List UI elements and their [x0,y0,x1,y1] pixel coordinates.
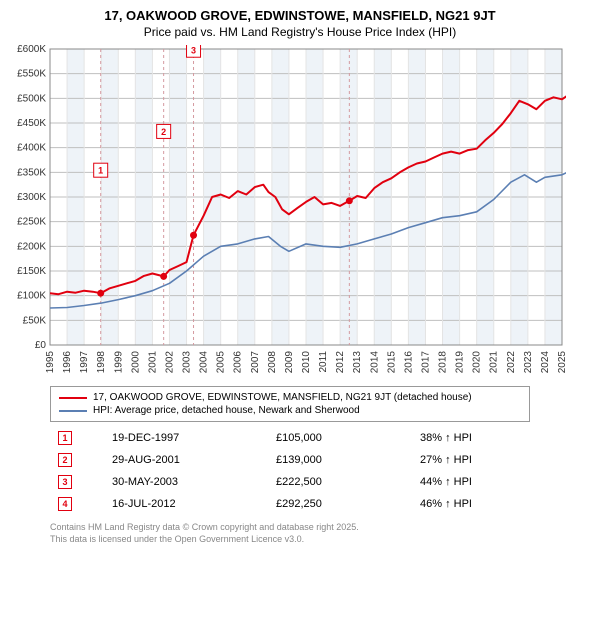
svg-text:2012: 2012 [335,351,346,374]
svg-text:1998: 1998 [96,351,107,374]
svg-text:2024: 2024 [540,351,551,374]
legend-label: 17, OAKWOOD GROVE, EDWINSTOWE, MANSFIELD… [93,392,472,403]
svg-text:2018: 2018 [438,351,449,374]
sale-marker-badge: 2 [58,453,72,467]
svg-text:1: 1 [98,166,103,176]
svg-text:2020: 2020 [472,351,483,374]
svg-text:2010: 2010 [301,351,312,374]
svg-text:2019: 2019 [455,351,466,374]
sale-marker-badge: 3 [58,475,72,489]
svg-text:1999: 1999 [113,351,124,374]
sales-row: 3 30-MAY-2003£222,50044% ↑ HPI [52,472,528,492]
svg-text:2023: 2023 [523,351,534,374]
svg-text:2025: 2025 [557,351,566,374]
sales-row: 4 16-JUL-2012£292,25046% ↑ HPI [52,494,528,514]
sales-table: 1 19-DEC-1997£105,00038% ↑ HPI 2 29-AUG-200… [50,426,530,516]
sale-price: £292,250 [270,494,412,514]
svg-text:2014: 2014 [369,351,380,374]
svg-text:2001: 2001 [147,351,158,374]
svg-text:2021: 2021 [489,351,500,374]
sale-price: £222,500 [270,472,412,492]
svg-text:2015: 2015 [386,351,397,374]
sale-date: 30-MAY-2003 [106,472,268,492]
svg-text:£50K: £50K [23,315,47,326]
legend: 17, OAKWOOD GROVE, EDWINSTOWE, MANSFIELD… [50,386,530,422]
svg-text:2013: 2013 [352,351,363,374]
svg-text:2016: 2016 [403,351,414,374]
footer-line2: This data is licensed under the Open Gov… [50,534,594,546]
svg-text:£500K: £500K [17,93,46,104]
sales-row: 1 19-DEC-1997£105,00038% ↑ HPI [52,428,528,448]
svg-text:£250K: £250K [17,217,46,228]
svg-text:3: 3 [191,46,196,56]
svg-text:2000: 2000 [130,351,141,374]
sale-delta: 44% ↑ HPI [414,472,528,492]
sale-delta: 46% ↑ HPI [414,494,528,514]
sale-date: 16-JUL-2012 [106,494,268,514]
svg-text:2: 2 [161,127,166,137]
svg-text:£350K: £350K [17,167,46,178]
legend-swatch [59,410,87,412]
svg-text:2007: 2007 [250,351,261,374]
svg-text:£300K: £300K [17,192,46,203]
svg-text:2005: 2005 [216,351,227,374]
footer-line1: Contains HM Land Registry data © Crown c… [50,522,594,534]
sale-date: 19-DEC-1997 [106,428,268,448]
svg-text:£600K: £600K [17,45,46,55]
svg-text:1997: 1997 [79,351,90,374]
svg-text:2003: 2003 [182,351,193,374]
sale-marker-badge: 4 [58,497,72,511]
svg-text:2009: 2009 [284,351,295,374]
svg-text:2022: 2022 [506,351,517,374]
chart-plot: £0 £50K £100K £150K £200K £250K £300K £350K £400… [6,45,594,380]
svg-text:2011: 2011 [318,351,329,373]
footer-attribution: Contains HM Land Registry data © Crown c… [50,522,594,545]
sales-row: 2 29-AUG-2001£139,00027% ↑ HPI [52,450,528,470]
sale-delta: 27% ↑ HPI [414,450,528,470]
svg-text:2008: 2008 [267,351,278,374]
legend-swatch [59,397,87,399]
sale-date: 29-AUG-2001 [106,450,268,470]
sale-price: £105,000 [270,428,412,448]
legend-item: 17, OAKWOOD GROVE, EDWINSTOWE, MANSFIELD… [59,391,521,404]
svg-text:£150K: £150K [17,266,46,277]
sale-marker-badge: 1 [58,431,72,445]
sale-price: £139,000 [270,450,412,470]
svg-text:£200K: £200K [17,241,46,252]
price-chart-svg: £0 £50K £100K £150K £200K £250K £300K £350K £400… [6,45,566,375]
svg-text:1996: 1996 [62,351,73,374]
svg-text:£400K: £400K [17,143,46,154]
chart-container: 17, OAKWOOD GROVE, EDWINSTOWE, MANSFIELD… [0,0,600,551]
svg-text:£550K: £550K [17,69,46,80]
svg-text:£100K: £100K [17,291,46,302]
svg-text:1995: 1995 [45,351,56,374]
svg-text:2002: 2002 [164,351,175,374]
svg-text:£0: £0 [35,340,47,351]
svg-text:2004: 2004 [199,351,210,374]
svg-text:2017: 2017 [420,351,431,374]
sale-delta: 38% ↑ HPI [414,428,528,448]
legend-item: HPI: Average price, detached house, Newa… [59,404,521,417]
chart-subtitle: Price paid vs. HM Land Registry's House … [6,25,594,39]
svg-text:£450K: £450K [17,118,46,129]
legend-label: HPI: Average price, detached house, Newa… [93,405,360,416]
svg-text:2006: 2006 [233,351,244,374]
chart-title: 17, OAKWOOD GROVE, EDWINSTOWE, MANSFIELD… [6,8,594,23]
